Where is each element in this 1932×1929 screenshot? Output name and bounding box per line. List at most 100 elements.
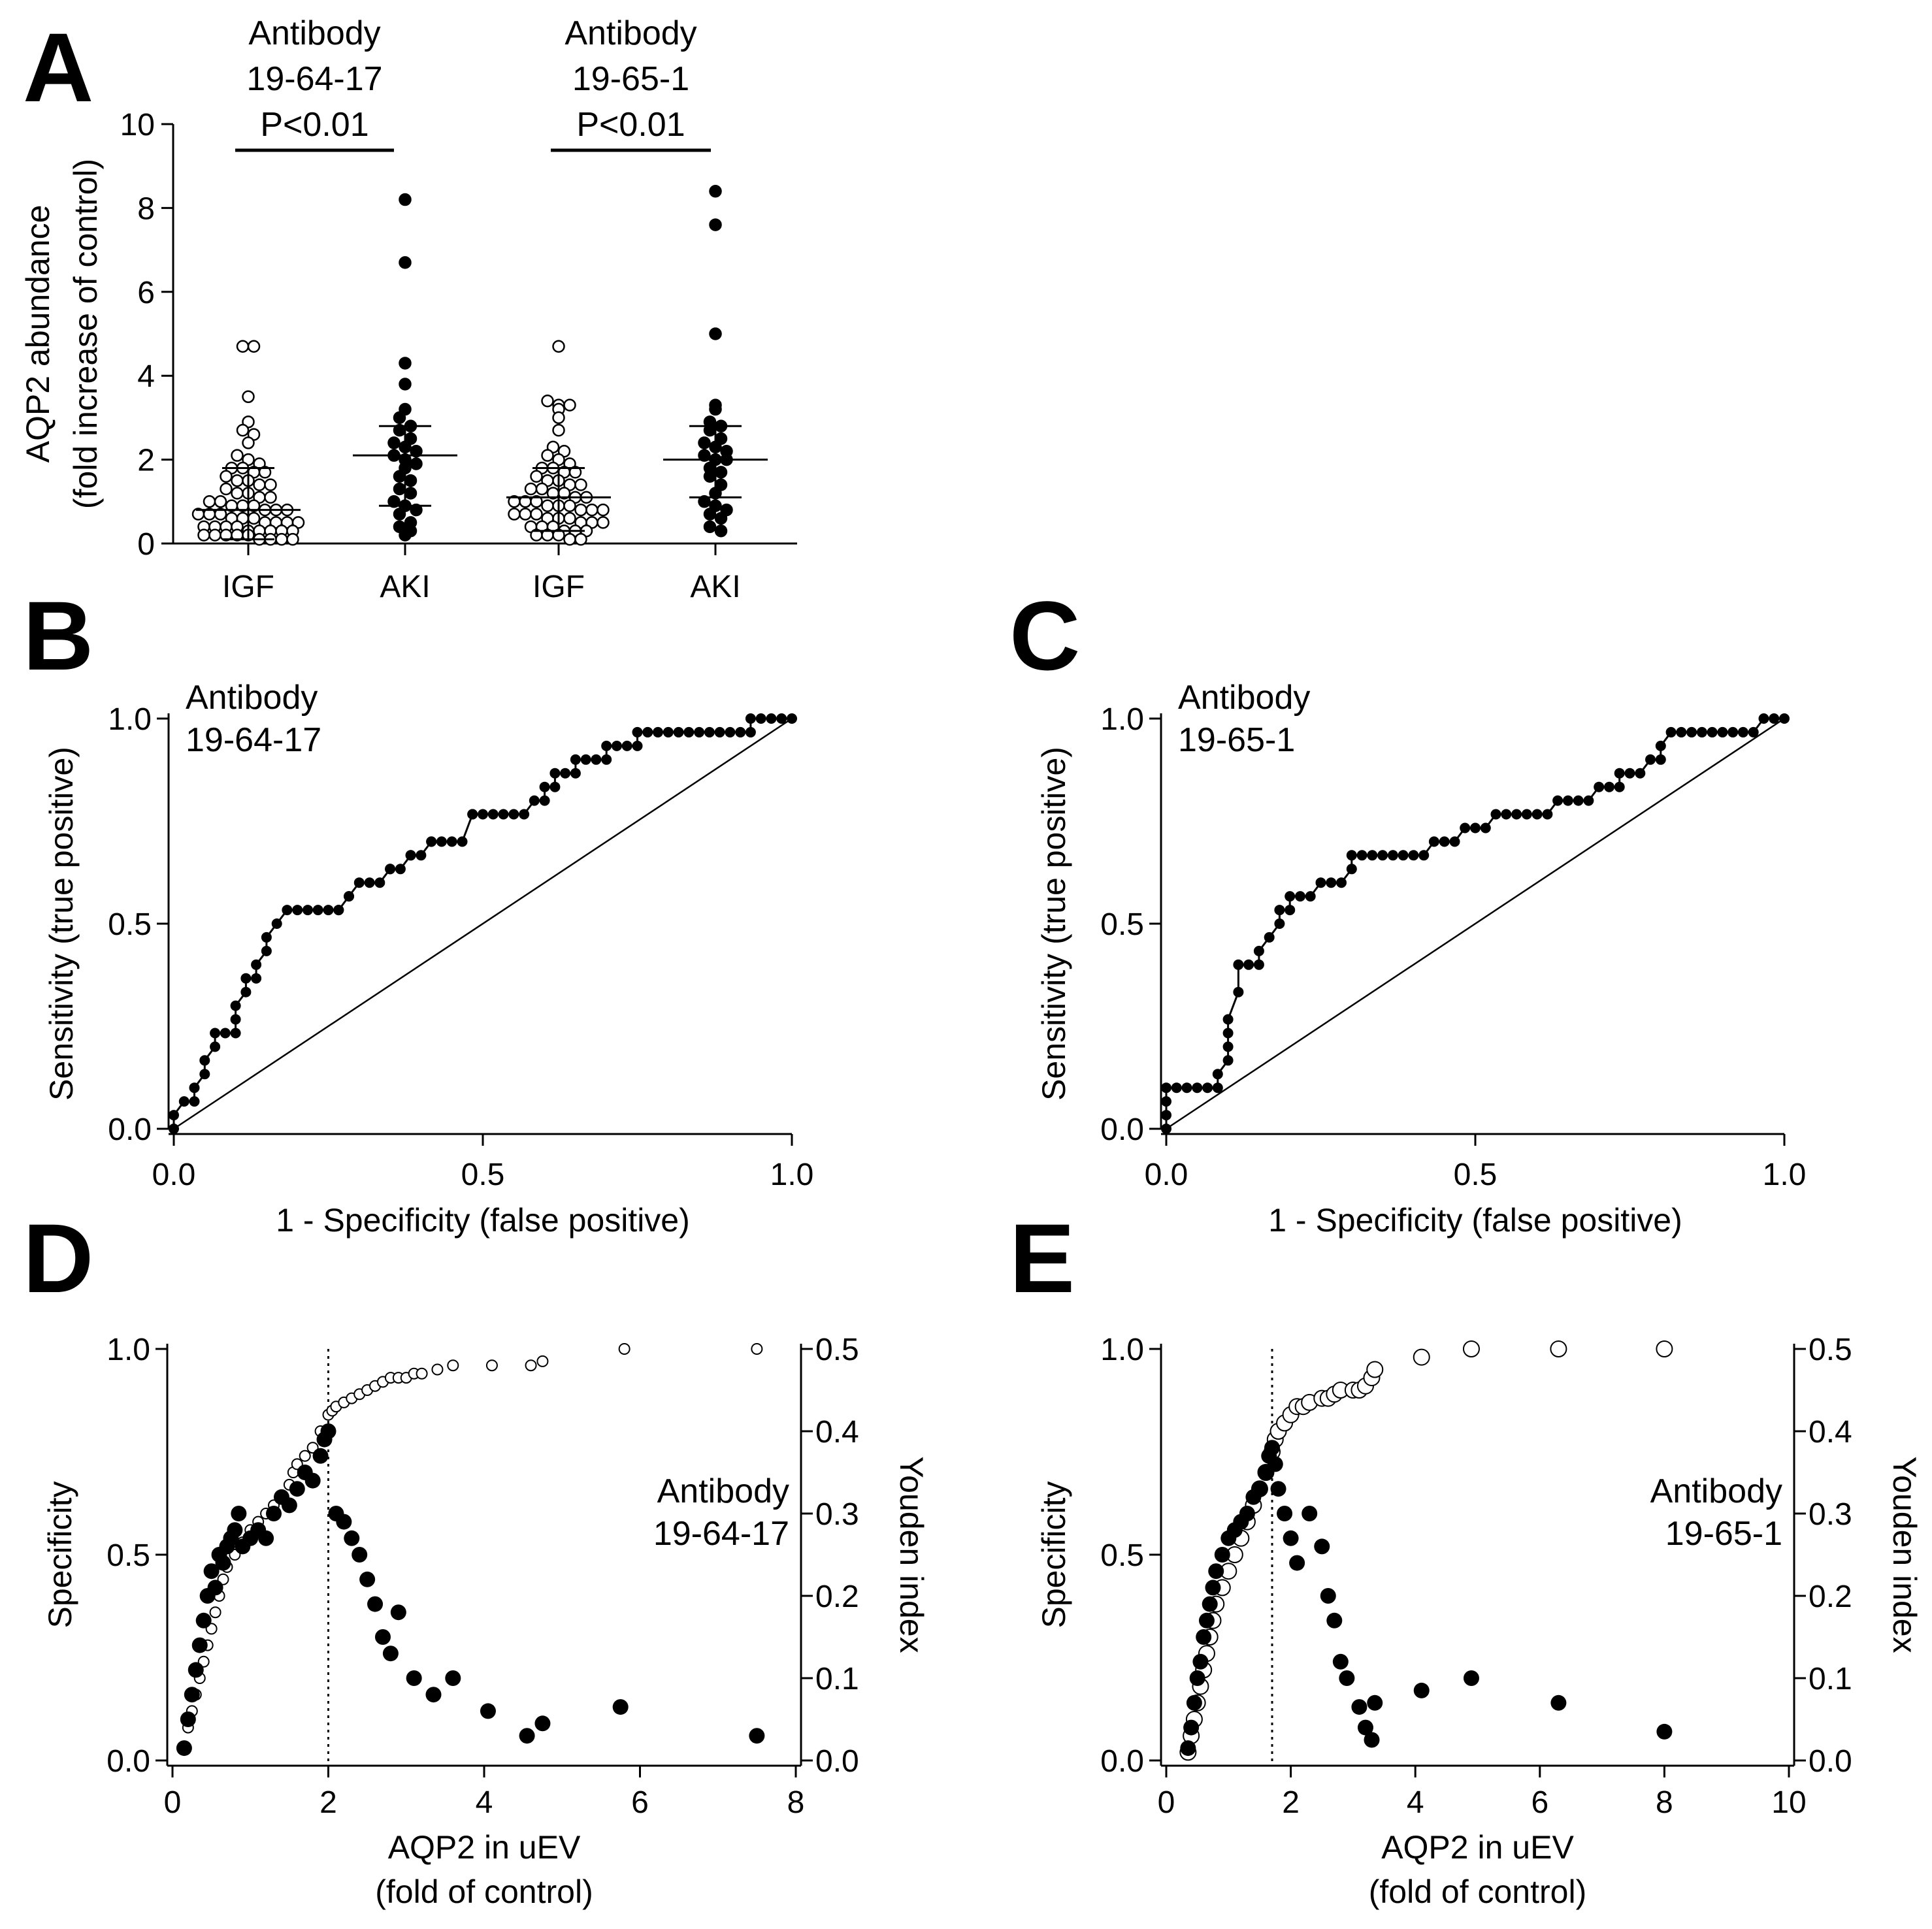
b-roc-point [601,754,612,765]
e-youden-point [1251,1481,1268,1497]
a-point-open [574,532,587,546]
b-roc-point [478,809,488,820]
a-point-open [530,508,543,521]
a-point-open [275,532,288,546]
a-point-open [214,508,227,521]
e-specificity-point [1462,1340,1480,1357]
e-youden-point [1364,1732,1380,1748]
a-point-open [552,340,565,353]
b-roc-point [436,836,447,847]
b-roc-point [230,1014,241,1025]
a-point-filled [399,256,412,269]
b-roc-point [189,1096,200,1107]
d-youden-point [180,1711,196,1727]
a-antibody-label: Antibody [248,14,380,52]
b-roc-point [364,877,375,888]
a-x-tick-label: IGF [222,570,274,604]
e-y-tick-label-right: 0.1 [1809,1662,1852,1696]
a-point-open [585,503,598,517]
b-roc-point [251,973,262,984]
c-roc-point [1594,781,1605,792]
b-roc-point [210,1028,221,1039]
a-point-filled [399,528,412,542]
a-point-filled [410,457,423,470]
a-pvalue: P<0.01 [576,106,685,144]
b-roc-point [487,809,499,820]
c-roc-point [1707,726,1718,738]
panel-letter-d: D [23,1203,93,1313]
b-roc-point [621,740,632,751]
d-youden-point [367,1596,384,1612]
e-youden-point [1264,1440,1281,1456]
c-roc-point [1253,959,1264,970]
b-roc-point [169,1124,179,1134]
a-point-filled [698,449,711,462]
b-roc-point [787,713,797,724]
b-roc-point [240,973,252,984]
e-youden-point [1267,1456,1283,1472]
d-youden-point [749,1728,765,1744]
a-point-open [242,390,255,404]
d-y-tick-label: 0.5 [106,1538,150,1573]
a-point-open [242,436,255,449]
a-point-filled [404,474,418,487]
a-point-open [552,423,565,437]
c-roc-point [1635,768,1646,779]
b-roc-point [539,781,550,792]
e-youden-point [1192,1653,1209,1670]
c-roc-point [1377,850,1388,861]
e-x-tick-label: 8 [1656,1785,1673,1820]
c-roc-point [1552,795,1564,806]
b-y-axis-label: Sensitivity (true positive) [43,747,80,1101]
b-roc-point [745,713,756,724]
e-youden-point [1339,1670,1355,1686]
b-roc-point [591,754,602,765]
c-roc-point [1655,754,1666,765]
d-x-axis-label-2: (fold of control) [375,1873,593,1910]
b-roc-point [302,905,313,916]
a-point-open [552,411,565,425]
b-roc-point [673,726,684,738]
a-point-filled [703,508,717,521]
e-youden-point [1186,1694,1202,1711]
c-roc-point [1181,1082,1192,1094]
e-youden-point [1180,1740,1196,1757]
b-roc-point [230,1028,241,1039]
c-antibody-label: Antibody [1178,679,1310,717]
b-roc-point [240,986,252,997]
panel-letter-a: A [23,12,93,122]
a-point-filled [698,495,711,508]
d-x-tick-label: 2 [319,1785,337,1820]
b-roc-point [292,905,303,916]
e-y-tick-label: 1.0 [1100,1333,1144,1367]
d-youden-point [289,1481,305,1497]
a-point-open [231,487,244,500]
a-point-open [236,340,250,353]
e-youden-point [1198,1612,1215,1629]
b-roc-point [663,726,674,738]
b-roc-point [385,864,396,875]
d-youden-point [406,1670,422,1686]
d-youden-point [390,1604,406,1621]
c-roc-point [1305,891,1316,902]
d-specificity-point [751,1343,763,1355]
d-specificity-point [416,1367,428,1380]
c-roc-point [1326,877,1337,888]
a-point-filled [404,487,418,500]
b-x-tick-label: 0.5 [461,1158,505,1192]
d-youden-point [231,1506,247,1521]
d-youden-point [445,1670,461,1686]
e-youden-point [1214,1547,1230,1563]
a-point-filled [387,436,401,449]
c-roc-point [1531,809,1543,820]
b-roc-point [549,781,561,792]
a-y-axis-label: AQP2 abundance [20,205,56,463]
d-youden-point [352,1547,368,1563]
e-y-tick-label-right: 0.0 [1809,1744,1852,1779]
c-roc-point [1346,864,1357,875]
a-point-filled [393,411,406,425]
a-point-filled [714,511,728,525]
b-roc-point [549,768,561,779]
b-x-axis-label: 1 - Specificity (false positive) [276,1202,690,1239]
a-point-open [220,470,233,483]
